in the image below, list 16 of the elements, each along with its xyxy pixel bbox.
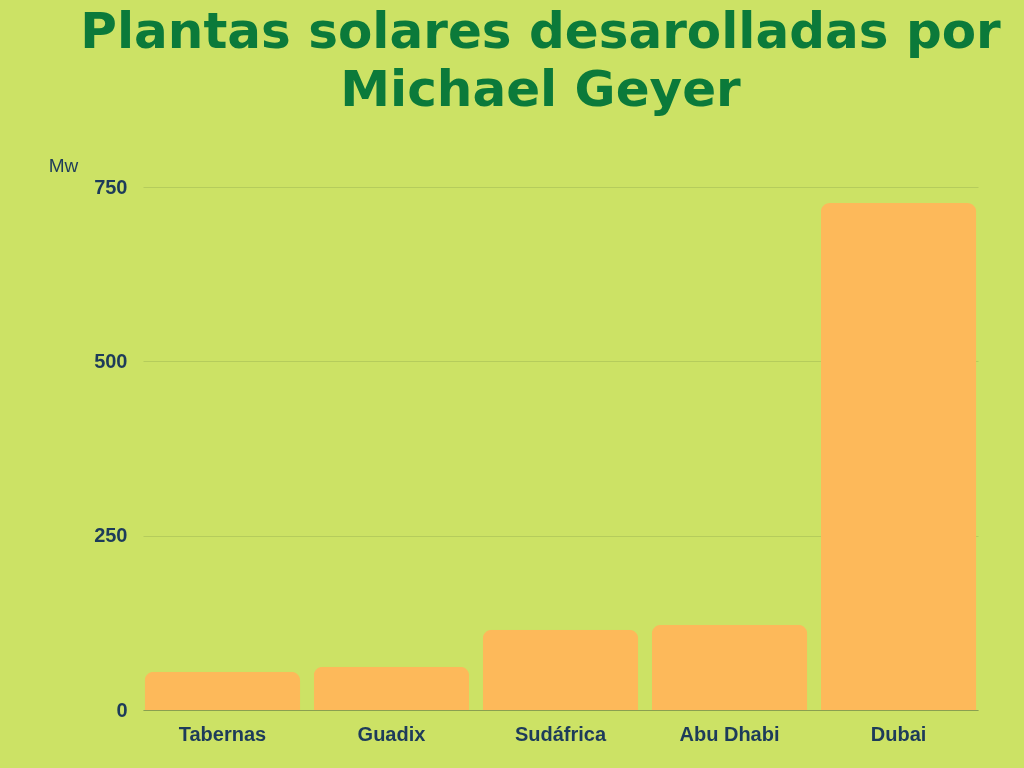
x-tick-label: Dubai: [870, 722, 927, 745]
bar: [144, 671, 301, 710]
x-tick-label: Abu Dhabi: [679, 722, 780, 745]
bar: [651, 624, 808, 710]
bar: [313, 666, 470, 710]
x-tick-label: Sudáfrica: [514, 722, 607, 745]
x-tick-label: Guadix: [357, 722, 426, 745]
y-tick-label: 0: [116, 698, 128, 721]
bar: [482, 629, 639, 710]
chart-title: Plantas solares desarolladas por Michael Geyer: [80, 2, 1002, 118]
y-tick-label: 500: [94, 349, 128, 372]
y-tick-label: 250: [94, 524, 128, 547]
x-tick-label: Tabernas: [178, 722, 267, 745]
bar: [820, 203, 977, 710]
y-axis-title: Mw: [48, 154, 79, 176]
y-tick-label: 750: [94, 175, 128, 198]
